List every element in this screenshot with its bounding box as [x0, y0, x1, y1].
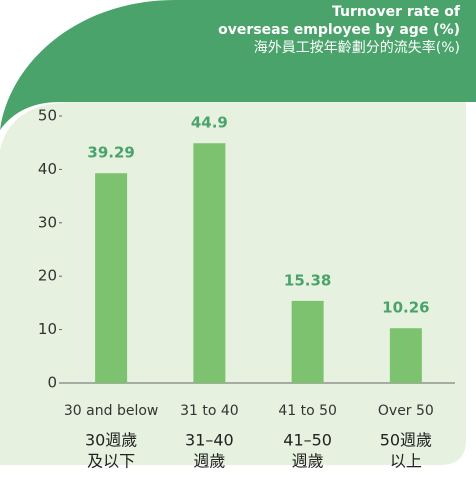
bar: [291, 300, 324, 383]
x-tick-label: 31 to 40: [180, 403, 239, 419]
bar: [193, 143, 226, 383]
x-tick-label-zh: 30週歲: [85, 431, 137, 450]
y-tick-label: 0: [47, 374, 57, 392]
x-tick-label-zh: 以上: [390, 452, 422, 471]
x-tick-label-zh: 31–40: [185, 431, 234, 450]
x-tick-label: Over 50: [378, 403, 434, 419]
x-tick-label: 41 to 50: [278, 403, 337, 419]
value-label: 10.26: [382, 299, 429, 317]
y-tick-label: 30: [38, 213, 57, 231]
y-tick-label: 10: [38, 320, 57, 338]
y-tick-label: 40: [38, 160, 57, 178]
y-tick-label: 50: [38, 107, 57, 125]
bar: [95, 173, 128, 383]
x-tick-label-zh: 及以下: [87, 452, 135, 471]
panel: [0, 102, 466, 478]
value-label: 15.38: [284, 271, 331, 289]
bar: [389, 328, 422, 383]
chart-subtitle: 海外員工按年齡劃分的流失率(%): [254, 39, 460, 56]
value-label: 44.9: [191, 114, 228, 132]
x-tick-label: 30 and below: [64, 403, 158, 419]
x-tick-label-zh: 週歲: [193, 452, 225, 471]
chart-title: overseas employee by age (%): [218, 22, 460, 38]
y-tick-label: 20: [38, 267, 57, 285]
value-label: 39.29: [87, 144, 134, 162]
x-tick-label-zh: 50週歲: [380, 431, 432, 450]
title-banner: [0, 0, 476, 130]
chart-title: Turnover rate of: [332, 4, 461, 20]
x-tick-label-zh: 41–50: [283, 431, 332, 450]
x-tick-label-zh: 週歲: [292, 452, 324, 471]
